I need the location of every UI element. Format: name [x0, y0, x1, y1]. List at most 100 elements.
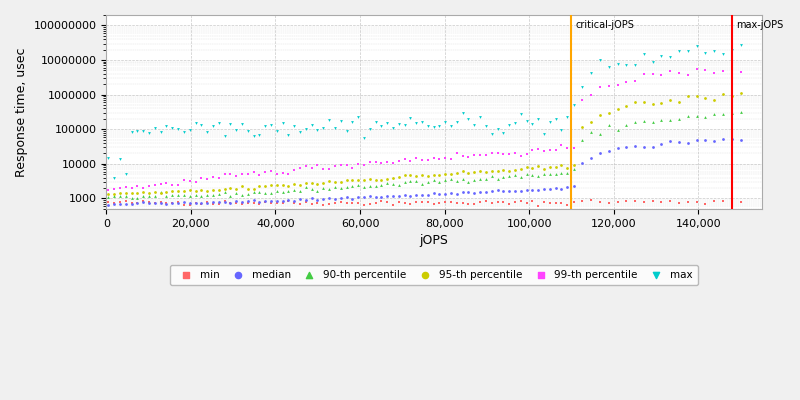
Point [154, 189, 167, 196]
Point [108, 200, 121, 206]
Point [717, 111, 730, 117]
Point [358, 201, 370, 208]
Point [358, 194, 370, 200]
Point [247, 169, 260, 175]
Point [690, 137, 703, 144]
Point [381, 159, 394, 166]
Point [276, 198, 289, 204]
Point [282, 187, 295, 194]
Point [126, 190, 138, 196]
Point [108, 186, 121, 192]
Point [311, 162, 324, 168]
Point [363, 176, 376, 182]
Point [224, 121, 237, 127]
Point [486, 131, 498, 137]
Point [189, 179, 202, 185]
Point [352, 194, 365, 200]
Point [195, 200, 208, 206]
Point [259, 199, 272, 206]
Point [160, 201, 173, 208]
Point [673, 99, 686, 105]
Point [189, 192, 202, 198]
Point [189, 120, 202, 126]
Point [270, 198, 283, 204]
Point [734, 199, 747, 205]
Point [502, 151, 515, 157]
Point [620, 144, 633, 150]
Point [154, 129, 167, 135]
Point [550, 185, 562, 191]
Point [433, 200, 446, 206]
Point [550, 147, 562, 153]
Point [514, 188, 527, 194]
Point [259, 198, 272, 204]
Point [611, 82, 624, 88]
Point [491, 149, 504, 156]
Point [479, 122, 492, 129]
Point [183, 202, 196, 208]
Point [502, 122, 515, 128]
Point [386, 192, 399, 199]
Point [108, 201, 121, 207]
Point [514, 174, 527, 180]
Point [567, 166, 580, 172]
Point [392, 199, 405, 206]
Point [602, 64, 615, 70]
Point [479, 152, 492, 158]
Point [137, 185, 150, 191]
Point [734, 109, 747, 116]
Point [206, 192, 219, 198]
Point [708, 97, 721, 103]
Point [450, 178, 463, 184]
Point [398, 156, 411, 162]
Point [462, 179, 475, 186]
Point [404, 192, 417, 199]
Point [427, 155, 440, 161]
Point [224, 199, 237, 206]
Point [433, 156, 446, 162]
Point [602, 122, 615, 128]
Point [154, 181, 167, 187]
Point [102, 199, 114, 205]
Point [538, 198, 550, 205]
Point [673, 200, 686, 206]
Point [445, 171, 458, 178]
Point [543, 200, 556, 206]
Point [369, 159, 382, 165]
Text: max-jOPS: max-jOPS [736, 20, 784, 30]
Point [375, 123, 388, 129]
Point [322, 178, 335, 185]
Point [282, 182, 295, 189]
Point [497, 174, 510, 180]
Point [497, 188, 510, 194]
Point [422, 179, 434, 185]
Point [486, 168, 498, 174]
Point [340, 199, 353, 206]
Point [602, 110, 615, 116]
Point [456, 200, 469, 206]
Point [265, 198, 278, 204]
Point [404, 115, 417, 122]
Point [329, 196, 342, 202]
Point [317, 166, 330, 172]
Point [433, 178, 446, 185]
Point [611, 127, 624, 133]
Point [259, 190, 272, 196]
Point [369, 194, 382, 201]
Point [265, 182, 278, 189]
Point [218, 171, 231, 178]
Point [195, 201, 208, 207]
Point [247, 185, 260, 192]
Point [206, 186, 219, 193]
Point [416, 119, 429, 126]
Point [602, 200, 615, 206]
Point [317, 185, 330, 192]
Point [154, 199, 167, 205]
Point [322, 166, 335, 172]
Point [526, 146, 538, 153]
Point [398, 192, 411, 198]
Point [682, 92, 694, 99]
Point [386, 202, 399, 208]
Point [433, 190, 446, 197]
Point [699, 200, 712, 207]
